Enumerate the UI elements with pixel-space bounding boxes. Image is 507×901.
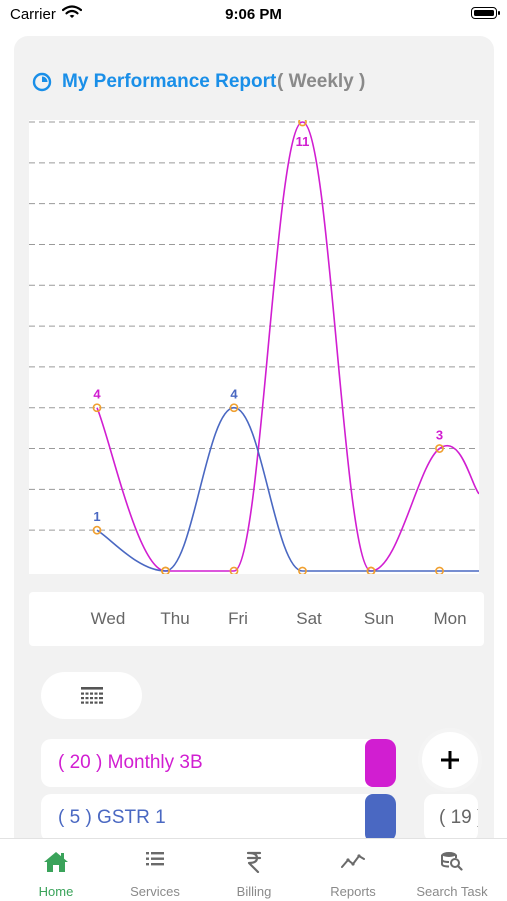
search-task-icon [441, 851, 463, 876]
side-count-chip[interactable]: ( 19 ) [424, 794, 478, 842]
series-line [96, 406, 479, 572]
carrier-label: Carrier [10, 6, 56, 23]
data-point [298, 120, 307, 127]
rupee-icon [246, 851, 262, 878]
add-button[interactable] [422, 732, 478, 788]
data-point [435, 566, 444, 574]
legend-row-monthly-3b[interactable]: ( 20 ) Monthly 3B [41, 739, 396, 787]
tab-label: Search Task [416, 884, 488, 899]
data-point [229, 566, 239, 574]
data-point [92, 525, 102, 535]
tab-label: Billing [236, 884, 272, 899]
legend-row-gstr-1[interactable]: ( 5 ) GSTR 1 [41, 794, 396, 842]
x-tick-label: Sat [296, 609, 322, 628]
data-label: 11 [296, 134, 310, 149]
list-icon [146, 851, 164, 872]
legend-label: ( 20 ) Monthly 3B [58, 752, 203, 773]
performance-chart: 4 1 4 11 3 [29, 120, 479, 574]
data-point [435, 444, 444, 453]
tab-label: Home [38, 884, 74, 899]
data-label: 4 [93, 387, 101, 402]
legend-label: ( 5 ) GSTR 1 [58, 807, 166, 828]
data-point [161, 566, 170, 574]
data-point [298, 566, 307, 574]
status-bar: Carrier 9:06 PM [0, 0, 507, 30]
tab-home[interactable]: Home [6, 839, 106, 901]
x-tick-label: Wed [90, 609, 126, 628]
tab-billing[interactable]: Billing [204, 839, 304, 901]
tab-reports[interactable]: Reports [303, 839, 403, 901]
home-icon [43, 851, 69, 878]
pie-chart-icon [32, 72, 52, 97]
data-label: 3 [436, 428, 443, 443]
x-tick-label: Sun [363, 609, 395, 628]
x-tick-label: Mon [433, 609, 467, 628]
x-tick-label: Thu [160, 609, 190, 628]
tab-bar: Home Services Billing [0, 838, 507, 901]
x-tick-label: Fri [228, 609, 248, 628]
clock: 9:06 PM [225, 6, 282, 23]
series-line [96, 121, 479, 572]
filter-icon [81, 687, 103, 704]
data-label: 4 [230, 387, 238, 402]
tab-label: Services [130, 884, 180, 899]
wifi-icon [61, 5, 83, 24]
legend-swatch [365, 739, 396, 787]
data-point [229, 403, 239, 413]
legend-swatch [365, 794, 396, 842]
tab-label: Reports [330, 884, 376, 899]
report-title: My Performance Report [62, 71, 277, 92]
x-axis-labels: Wed Thu Fri Sat Sun Mon [29, 592, 484, 646]
chart-svg: 4 1 4 11 3 [29, 120, 479, 574]
side-count-label: ( 19 ) [439, 807, 478, 828]
tab-services[interactable]: Services [105, 839, 205, 901]
chart-line-icon [341, 851, 365, 874]
report-period: ( Weekly ) [277, 71, 366, 92]
data-point [92, 403, 102, 413]
battery-icon [471, 7, 500, 19]
data-label: 1 [93, 509, 100, 524]
data-point [366, 566, 376, 574]
plus-icon [441, 751, 459, 769]
tab-search-task[interactable]: Search Task [402, 839, 502, 901]
filter-button[interactable] [41, 672, 142, 719]
